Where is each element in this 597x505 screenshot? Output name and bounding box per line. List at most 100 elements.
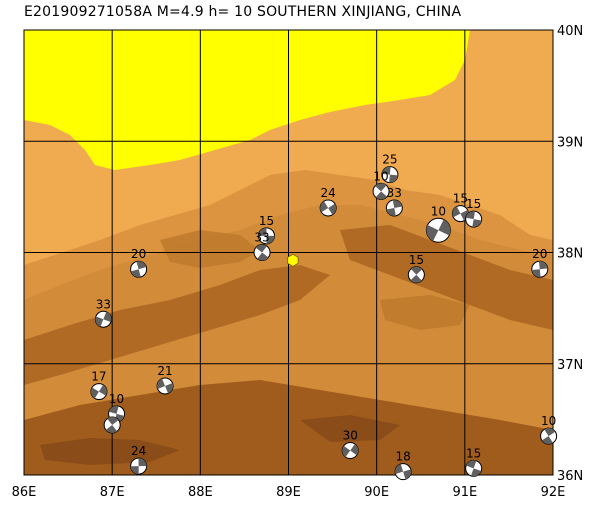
- beachball-quadrant: [410, 274, 422, 283]
- beachball-quadrant: [438, 219, 451, 236]
- focal-mechanism[interactable]: 25: [381, 153, 399, 184]
- beachball-quadrant: [157, 378, 166, 389]
- depth-label: 10: [373, 169, 388, 183]
- focal-mechanism[interactable]: 10: [425, 204, 451, 243]
- focal-mechanism[interactable]: 24: [130, 444, 148, 475]
- latitude-ticks: 40N 39N 38N 37N 36N: [557, 24, 583, 484]
- depth-label: 33: [387, 186, 402, 200]
- focal-mechanism[interactable]: 10: [540, 414, 558, 445]
- depth-label: 20: [532, 247, 547, 261]
- focal-mechanism[interactable]: 21: [156, 364, 174, 395]
- beachball-quadrant: [426, 224, 439, 242]
- beachball-quadrant: [470, 468, 482, 477]
- beachball-quadrant: [107, 416, 119, 425]
- depth-label: 10: [431, 204, 446, 218]
- beachball-quadrant: [472, 219, 482, 228]
- beachball-quadrant: [541, 436, 553, 445]
- terrain-mountain-4: [160, 230, 260, 268]
- lat-tick-label: 38N: [557, 247, 583, 262]
- depth-label: 25: [382, 153, 397, 167]
- longitude-ticks: 86E 87E 88E 89E 90E 91E 92E: [12, 485, 566, 500]
- depth-label: 24: [131, 444, 146, 458]
- depth-label: 15: [409, 253, 424, 267]
- beachball-quadrant: [389, 174, 398, 183]
- focal-mechanism[interactable]: 15: [465, 446, 483, 477]
- beachball-quadrant: [95, 316, 104, 327]
- beachball-quadrant: [342, 445, 351, 457]
- epicenter-marker: [287, 253, 299, 267]
- depth-label: 17: [91, 370, 106, 384]
- depth-label: 24: [321, 186, 336, 200]
- beachball-quadrant: [108, 405, 119, 414]
- depth-label: 18: [395, 450, 410, 464]
- lon-tick-label: 88E: [188, 485, 213, 500]
- terrain-mountain-1: [24, 265, 330, 385]
- beachball-quadrant: [403, 469, 412, 480]
- beachball-quadrant: [465, 211, 476, 220]
- lon-tick-label: 91E: [452, 485, 477, 500]
- beachball-quadrant: [130, 466, 139, 475]
- beachball-quadrant: [98, 384, 107, 396]
- focal-mechanism[interactable]: 33: [94, 297, 112, 328]
- beachball-quadrant: [105, 424, 118, 433]
- depth-label: 30: [343, 429, 358, 443]
- beachball-quadrant: [392, 200, 403, 208]
- focal-mechanism[interactable]: 33: [385, 186, 403, 217]
- event-title: E201909271058A M=4.9 h= 10 SOUTHERN XINJ…: [24, 4, 462, 20]
- terrain-desert: [24, 30, 470, 170]
- depth-label: 10: [541, 414, 556, 428]
- beachball-quadrant: [165, 383, 174, 394]
- beachball-quadrant: [350, 444, 359, 456]
- terrain-peak-1: [40, 438, 180, 465]
- focal-mechanism[interactable]: 10: [108, 392, 126, 423]
- lon-tick-label: 86E: [12, 485, 37, 500]
- lat-tick-label: 39N: [557, 135, 583, 150]
- lon-tick-label: 87E: [100, 485, 125, 500]
- map-frame: [23, 29, 554, 476]
- depth-label: 10: [109, 392, 124, 406]
- beachball-quadrant: [266, 235, 275, 244]
- focal-mechanism[interactable]: 15: [407, 253, 425, 284]
- beachball-quadrant: [531, 269, 541, 278]
- graticule: [24, 30, 553, 475]
- beachball-quadrant: [375, 191, 388, 200]
- depth-label: 15: [259, 214, 274, 228]
- focal-mechanism[interactable]: 15: [465, 197, 483, 228]
- terrain-mountain-5: [380, 295, 470, 330]
- focal-mechanism[interactable]: 20: [130, 247, 148, 278]
- lon-tick-label: 89E: [276, 485, 301, 500]
- focal-mechanism[interactable]: 20: [531, 247, 549, 278]
- beachball-quadrant: [375, 183, 387, 192]
- focal-mechanism[interactable]: 30: [341, 429, 359, 460]
- beachball-quadrant: [538, 261, 548, 270]
- focal-mechanism[interactable]: 15: [257, 214, 275, 245]
- beachball-quadrant: [410, 266, 423, 275]
- terrain-peak-2: [300, 415, 400, 442]
- beachball-quadrant: [452, 206, 461, 218]
- focal-mechanism[interactable]: 24: [319, 186, 337, 217]
- beachball-quadrant: [257, 252, 269, 261]
- beachball-quadrant: [386, 208, 396, 216]
- focal-mechanism[interactable]: 10: [372, 169, 390, 200]
- beachball-quadrant: [138, 458, 147, 467]
- lat-tick-label: 40N: [557, 24, 583, 39]
- beachball-quadrant: [258, 227, 267, 236]
- beachball-quadrant: [328, 203, 337, 215]
- focal-mechanism[interactable]: [103, 416, 121, 434]
- beachball-quadrant: [130, 269, 141, 278]
- epicenter-hexagon: [287, 253, 299, 267]
- lat-tick-label: 36N: [557, 469, 583, 484]
- beachball-quadrant: [466, 460, 477, 469]
- beachball-quadrant: [544, 428, 556, 437]
- beachball-quadrant: [320, 201, 329, 213]
- lon-tick-label: 90E: [364, 485, 389, 500]
- lon-tick-label: 92E: [541, 485, 566, 500]
- lat-tick-label: 37N: [557, 358, 583, 373]
- focal-mechanism[interactable]: 33: [253, 231, 271, 261]
- beachball-quadrant: [90, 387, 99, 399]
- focal-mechanism[interactable]: 17: [90, 370, 108, 401]
- focal-mechanism[interactable]: 18: [394, 450, 412, 481]
- depth-label: 33: [254, 231, 269, 245]
